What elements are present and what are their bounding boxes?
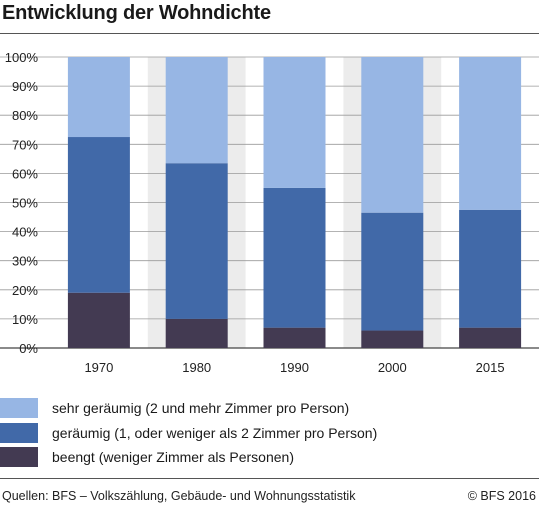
y-tick-label: 90%: [12, 79, 38, 94]
y-tick-label: 60%: [12, 166, 38, 181]
legend-swatch: [0, 398, 38, 418]
y-tick-label: 100%: [5, 50, 39, 65]
bar-segment: [361, 330, 424, 348]
bar-segment: [459, 57, 522, 210]
bar-segment: [165, 57, 228, 164]
x-tick-label: 2000: [378, 360, 407, 375]
bar-segment: [67, 292, 130, 348]
y-axis-tick-labels: 0% 10% 20% 30% 40% 50% 60% 70% 80% 90% 100%: [5, 50, 39, 356]
legend-swatch: [0, 447, 38, 467]
bar-segment: [361, 212, 424, 331]
legend-item-geraeumig: geräumig (1, oder weniger als 2 Zimmer p…: [0, 423, 539, 443]
y-tick-label: 30%: [12, 254, 38, 269]
footer-divider: [0, 478, 539, 479]
bar-segment: [361, 57, 424, 213]
y-tick-label: 10%: [12, 312, 38, 327]
y-tick-label: 0%: [19, 341, 38, 356]
x-axis-tick-labels: 1970 1980 1990 2000 2015: [84, 360, 504, 375]
bar-segment: [67, 57, 130, 138]
legend-label: geräumig (1, oder weniger als 2 Zimmer p…: [52, 425, 378, 441]
x-tick-label: 1980: [182, 360, 211, 375]
bar-segment: [263, 187, 326, 328]
legend-label: beengt (weniger Zimmer als Personen): [52, 449, 294, 465]
y-tick-label: 80%: [12, 108, 38, 123]
bar-segment: [263, 57, 326, 188]
x-tick-label: 1990: [280, 360, 309, 375]
bar-segment: [165, 163, 228, 319]
y-tick-label: 50%: [12, 196, 38, 211]
bar-segment: [459, 327, 522, 348]
legend-item-beengt: beengt (weniger Zimmer als Personen): [0, 447, 539, 467]
stacked-bar-chart: 0%10%20%30%40%50%60%70%80%90%100% 1970 19…: [0, 50, 539, 375]
y-tick-label: 70%: [12, 137, 38, 152]
x-tick-label: 1970: [84, 360, 113, 375]
legend-swatch: [0, 423, 38, 443]
y-tick-label: 20%: [12, 283, 38, 298]
source-note: Quellen: BFS – Volkszählung, Gebäude- un…: [2, 489, 356, 503]
title-divider: [0, 33, 539, 34]
bar-segment: [263, 327, 326, 348]
copyright-note: © BFS 2016: [467, 489, 536, 503]
chart-title: Entwicklung der Wohndichte: [2, 2, 271, 24]
y-tick-label: 40%: [12, 225, 38, 240]
x-tick-label: 2015: [476, 360, 505, 375]
legend-item-sehr-geraeumig: sehr geräumig (2 und mehr Zimmer pro Per…: [0, 398, 539, 418]
bar-segment: [165, 318, 228, 348]
bars: [67, 57, 522, 348]
legend-label: sehr geräumig (2 und mehr Zimmer pro Per…: [52, 400, 350, 416]
bar-segment: [67, 137, 130, 293]
bar-segment: [459, 209, 522, 328]
